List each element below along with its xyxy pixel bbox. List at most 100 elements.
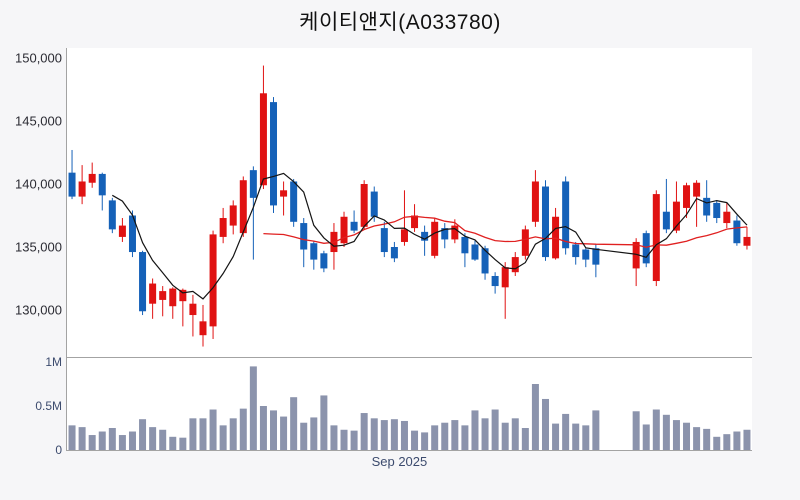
candle-body <box>159 291 167 300</box>
price-tick-label: 135,000 <box>15 240 62 255</box>
volume-bar <box>330 425 338 450</box>
volume-bar <box>139 419 147 450</box>
candle-body <box>400 229 408 242</box>
volume-bar <box>541 398 549 450</box>
volume-bar <box>169 436 177 450</box>
volume-bar <box>451 420 459 450</box>
volume-bar <box>128 431 136 450</box>
volume-bar <box>411 430 419 450</box>
candle-body <box>179 289 187 302</box>
volume-bar <box>572 423 580 450</box>
candle-body <box>632 241 640 269</box>
volume-bar <box>592 410 600 450</box>
candle-body <box>511 257 519 273</box>
volume-bar <box>350 430 358 450</box>
candle-body <box>693 182 701 197</box>
price-tick-label: 145,000 <box>15 114 62 129</box>
volume-bar <box>683 422 691 450</box>
volume-bar <box>88 435 96 450</box>
candle-body <box>531 181 539 222</box>
candle-body <box>390 247 398 259</box>
candle-body <box>652 194 660 282</box>
candle-body <box>451 225 459 240</box>
volume-bar <box>511 418 519 450</box>
candle-body <box>471 244 479 260</box>
candle-body <box>642 233 650 264</box>
candle-body <box>88 173 96 183</box>
volume-bar <box>733 431 741 450</box>
volume-bar <box>229 418 237 450</box>
candle-body <box>431 221 439 256</box>
candle-body <box>169 288 177 307</box>
candle-body <box>662 211 670 230</box>
volume-bar <box>552 423 560 450</box>
x-axis-month-label: Sep 2025 <box>372 454 428 469</box>
volume-bar <box>219 425 227 450</box>
candle-body <box>108 200 116 230</box>
volume-bar <box>471 410 479 450</box>
price-tick-label: 150,000 <box>15 51 62 66</box>
candle-body <box>743 236 751 246</box>
volume-bar <box>632 411 640 450</box>
volume-bar <box>320 395 328 450</box>
volume-bar <box>642 424 650 450</box>
volume-tick-label: 1M <box>45 355 62 369</box>
candle-body <box>703 197 711 216</box>
candle-body <box>733 220 741 244</box>
candle-body <box>370 191 378 217</box>
candle-body <box>118 225 126 237</box>
candle-body <box>149 283 157 304</box>
volume-bar <box>108 428 116 450</box>
candle-body <box>128 215 136 253</box>
volume-bar <box>693 427 701 450</box>
volume-bar <box>68 425 76 450</box>
candle-body <box>310 243 318 260</box>
ma-short-line <box>112 172 748 300</box>
candle-body <box>78 181 86 197</box>
volume-bar <box>360 413 368 450</box>
volume-bar <box>481 418 489 450</box>
candle-body <box>672 201 680 231</box>
volume-bar <box>521 428 529 450</box>
volume-bar <box>310 417 318 450</box>
volume-bar <box>713 436 721 450</box>
volume-bar <box>431 425 439 450</box>
candle-body <box>713 202 721 219</box>
price-plot-area <box>67 48 752 357</box>
volume-bar <box>491 409 499 450</box>
volume-bar <box>179 437 187 450</box>
volume-bar <box>531 384 539 450</box>
candle-body <box>290 181 298 222</box>
candle-body <box>219 218 227 237</box>
candle-body <box>320 253 328 269</box>
volume-bar <box>421 432 429 450</box>
volume-bar <box>652 409 660 450</box>
candle-body <box>683 185 691 208</box>
volume-bar <box>159 429 167 450</box>
volume-bar <box>703 428 711 450</box>
volume-bar <box>78 427 86 450</box>
candle-body <box>552 216 560 259</box>
volume-bar <box>672 420 680 450</box>
candle-body <box>582 249 590 260</box>
candle-body <box>380 228 388 253</box>
volume-bar <box>189 418 197 450</box>
candle-body <box>461 236 469 254</box>
candle-body <box>491 275 499 287</box>
volume-bar <box>662 414 670 450</box>
candle-body <box>501 267 509 288</box>
volume-bar <box>98 431 106 450</box>
candle-body <box>259 93 267 186</box>
candle-body <box>280 190 288 197</box>
volume-bar <box>249 366 257 450</box>
volume-bar <box>562 413 570 450</box>
volume-bar <box>239 408 247 450</box>
volume-bar <box>209 409 217 450</box>
volume-bar <box>582 425 590 450</box>
volume-bar <box>199 418 207 450</box>
volume-bar <box>300 422 308 450</box>
candle-body <box>521 229 529 256</box>
volume-bar <box>501 422 509 450</box>
ma-long-line <box>263 215 748 248</box>
